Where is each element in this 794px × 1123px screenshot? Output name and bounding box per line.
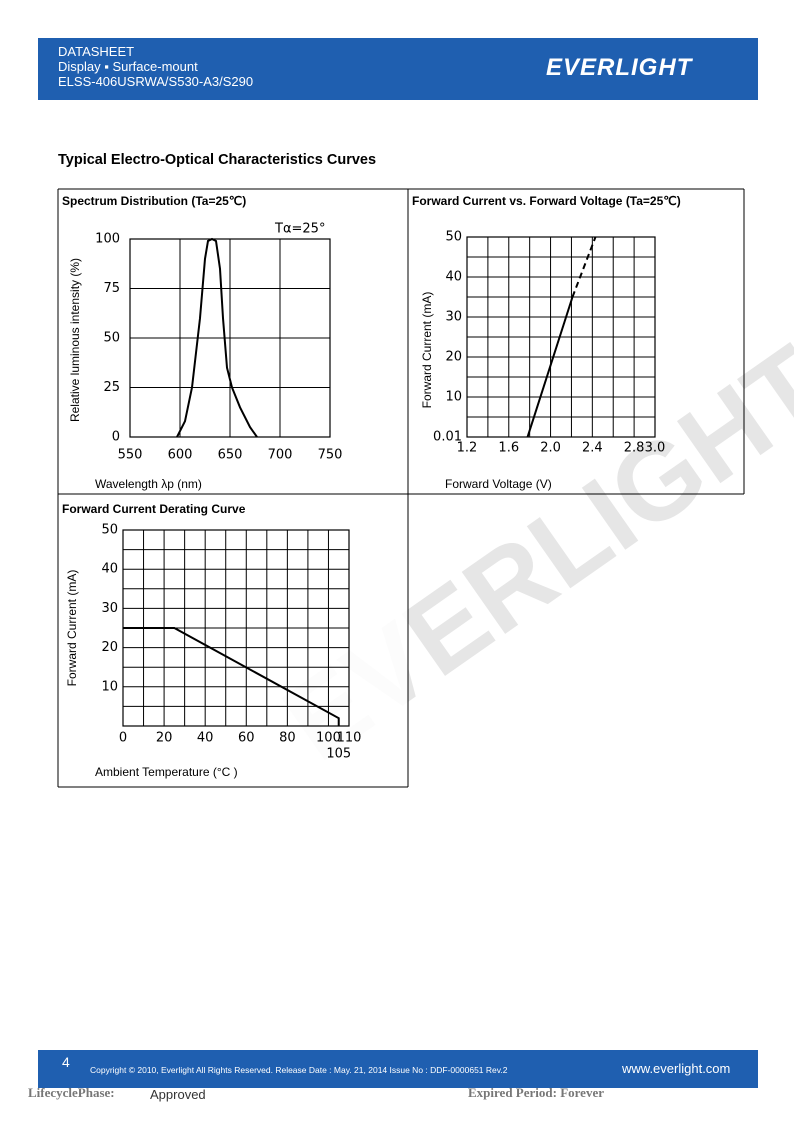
x-tick-label: 750 bbox=[318, 448, 343, 463]
lifecycle-value: Approved bbox=[150, 1087, 206, 1102]
y-tick-label: 40 bbox=[445, 270, 462, 285]
curve bbox=[176, 237, 258, 438]
x-tick-label: 40 bbox=[197, 731, 214, 746]
x-tick-label: 650 bbox=[218, 448, 243, 463]
x-axis-label: Forward Voltage (V) bbox=[445, 477, 552, 491]
header-title: DATASHEET bbox=[58, 44, 135, 59]
y-tick-label: 20 bbox=[445, 350, 462, 365]
y-tick-label: 10 bbox=[445, 390, 462, 405]
y-tick-label: 20 bbox=[101, 640, 118, 655]
plot-frame bbox=[129, 238, 331, 438]
x-tick-label: 20 bbox=[156, 731, 173, 746]
section-title: Typical Electro-Optical Characteristics … bbox=[58, 152, 377, 168]
x-tick-label: 60 bbox=[238, 731, 255, 746]
y-axis-label: Relative luminous intensity (%) bbox=[68, 258, 82, 422]
x-tick-label: 0 bbox=[119, 731, 127, 746]
plot-frame bbox=[466, 236, 656, 438]
y-tick-label: 75 bbox=[103, 281, 120, 296]
y-axis-label: Forward Current (mA) bbox=[420, 292, 434, 409]
x-axis-label: Ambient Temperature (°C ) bbox=[95, 765, 238, 779]
header-text: DATASHEET Display ▪ Surface-mount ELSS-4… bbox=[58, 44, 253, 89]
x-tick-label: 80 bbox=[279, 731, 296, 746]
website: www.everlight.com bbox=[622, 1061, 731, 1076]
lifecycle-label: LifecyclePhase: bbox=[28, 1085, 115, 1100]
header-part: ELSS-406USRWA/S530-A3/S290 bbox=[58, 74, 254, 89]
chart-title: Forward Current vs. Forward Voltage (Ta=… bbox=[412, 194, 681, 208]
x-tick-label: 1.6 bbox=[498, 441, 519, 456]
x-tick-label: 2.4 bbox=[582, 441, 603, 456]
y-tick-label: 10 bbox=[101, 679, 118, 694]
expired: Expired Period: Forever bbox=[468, 1085, 604, 1100]
x-tick-label: 2.8 bbox=[624, 441, 645, 456]
x-axis-label: Wavelength λp (nm) bbox=[95, 477, 202, 491]
x-tick-label: 700 bbox=[268, 448, 293, 463]
page-number: 4 bbox=[62, 1054, 70, 1070]
chart-title: Spectrum Distribution (Ta=25℃) bbox=[62, 194, 246, 208]
logo: EVERLIGHT bbox=[546, 54, 693, 81]
y-axis-label: Forward Current (mA) bbox=[65, 570, 79, 687]
x-tick-label: 600 bbox=[168, 448, 193, 463]
table-frame bbox=[57, 188, 745, 788]
x-tick-label: 1.2 bbox=[457, 441, 478, 456]
y-tick-label: 0 bbox=[112, 430, 120, 445]
y-tick-label: 50 bbox=[103, 331, 120, 346]
y-tick-label: 30 bbox=[101, 601, 118, 616]
x-tick-label: 2.0 bbox=[540, 441, 561, 456]
curve bbox=[526, 296, 574, 438]
x-tick-label: 105 bbox=[326, 747, 351, 762]
y-tick-label: 25 bbox=[103, 380, 120, 395]
x-tick-label: 3.0 bbox=[645, 441, 666, 456]
x-tick-label: 100 bbox=[316, 731, 341, 746]
y-tick-label: 50 bbox=[445, 230, 462, 245]
header-subtitle: Display ▪ Surface-mount bbox=[58, 59, 198, 74]
copyright: Copyright © 2010, Everlight All Rights R… bbox=[90, 1065, 508, 1075]
annotation: Tα=25° bbox=[274, 222, 325, 237]
x-tick-label: 110 bbox=[337, 731, 362, 746]
x-tick-label: 550 bbox=[118, 448, 143, 463]
footer-bar bbox=[38, 1050, 758, 1088]
y-tick-label: 40 bbox=[101, 562, 118, 577]
header-bar bbox=[38, 38, 758, 100]
curve bbox=[571, 236, 597, 298]
y-tick-label: 50 bbox=[101, 523, 118, 538]
y-tick-label: 100 bbox=[95, 232, 120, 247]
chart-title: Forward Current Derating Curve bbox=[62, 502, 246, 516]
y-tick-label: 0.01 bbox=[433, 429, 462, 444]
curve bbox=[123, 627, 340, 726]
y-tick-label: 30 bbox=[445, 310, 462, 325]
